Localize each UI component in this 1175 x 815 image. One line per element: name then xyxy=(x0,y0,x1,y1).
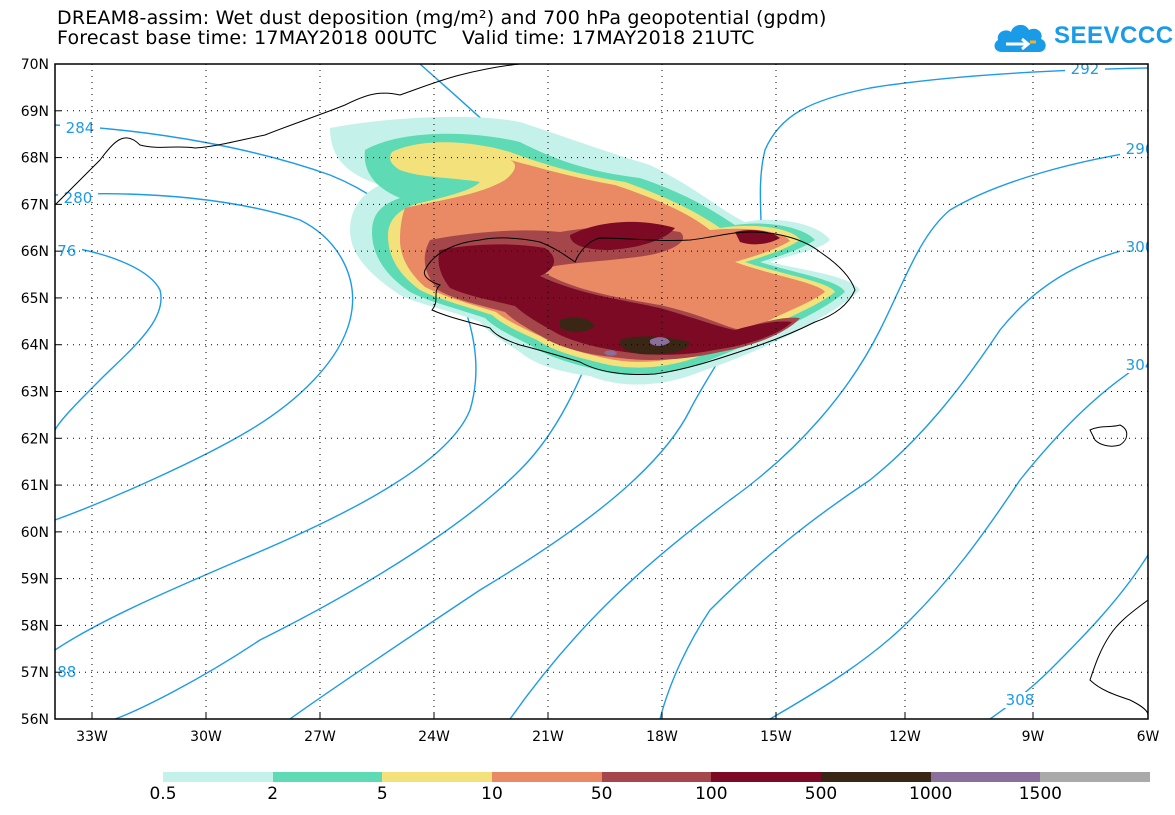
lon-tick-label: 15W xyxy=(760,729,792,745)
contour-label: 308 xyxy=(1006,691,1035,709)
contour-line xyxy=(55,193,354,521)
contour-label: 300 xyxy=(1126,238,1155,256)
lat-tick-label: 67N xyxy=(21,197,49,213)
iceland-coast xyxy=(423,231,856,375)
graticule xyxy=(55,64,1148,719)
longitude-labels: 33W 30W 27W 24W 21W 18W 15W 12W 9W 6W xyxy=(76,713,1160,745)
coastlines xyxy=(55,64,1148,716)
map-title: DREAM8-assim: Wet dust deposition (mg/m²… xyxy=(57,7,827,29)
legend-label: 1000 xyxy=(909,784,953,804)
lon-tick-label: 9W xyxy=(1022,729,1045,745)
lat-tick-label: 69N xyxy=(21,104,49,120)
contour-label-bg xyxy=(1120,141,1148,157)
lat-tick-label: 63N xyxy=(21,385,49,401)
legend-color-box xyxy=(711,772,821,782)
contour-line xyxy=(55,124,477,651)
legend-label: 500 xyxy=(804,784,838,804)
greenland-coast xyxy=(55,64,521,206)
contour-label-bg xyxy=(1065,64,1105,77)
logo-text: SEEVCCC xyxy=(1054,22,1174,49)
legend-label: 100 xyxy=(695,784,728,804)
dust-level-100 xyxy=(438,221,792,355)
lon-tick-label: 21W xyxy=(532,729,564,745)
contour-label-bg xyxy=(55,243,82,259)
lat-tick-label: 56N xyxy=(21,712,49,728)
contour-label: 304 xyxy=(1126,356,1155,374)
legend-label: 10 xyxy=(481,784,503,804)
contour-label-bg xyxy=(58,190,98,206)
contour-label-bg xyxy=(55,664,82,680)
contour-label: 284 xyxy=(66,119,95,137)
contour-label: 292 xyxy=(1071,60,1100,78)
contour-label-bg xyxy=(1120,357,1148,373)
contour-label: 280 xyxy=(64,189,93,207)
lat-tick-label: 65N xyxy=(21,291,49,307)
lat-tick-label: 68N xyxy=(21,151,49,167)
legend-label: 50 xyxy=(590,784,613,804)
lat-tick-label: 60N xyxy=(21,525,49,541)
contour-label-bg xyxy=(1000,692,1040,708)
legend-color-box xyxy=(492,772,602,782)
lat-tick-label: 59N xyxy=(21,572,49,588)
faroe-islands xyxy=(1089,424,1128,447)
legend-label: 2 xyxy=(267,784,279,804)
legend-label: 5 xyxy=(376,784,388,804)
lon-tick-label: 27W xyxy=(304,729,336,745)
contour-label: 276 xyxy=(48,242,77,260)
legend-color-box xyxy=(163,772,273,782)
lat-tick-label: 57N xyxy=(21,665,49,681)
contour-label-bg xyxy=(60,120,100,136)
latitude-labels: 70N 69N 68N 67N 66N 65N 64N 63N 62N 61N 60N 59N 58N 5… xyxy=(21,57,61,728)
color-legend: 0.5 2 5 10 50 100 500 1000 1500 xyxy=(0,760,1175,810)
legend-color-box xyxy=(272,772,383,782)
contour-label: 288 xyxy=(48,663,77,681)
legend-color-box xyxy=(1040,772,1150,782)
legend-color-box xyxy=(382,772,492,782)
contour-line xyxy=(659,244,1148,719)
lat-tick-label: 58N xyxy=(21,618,49,634)
map-subtitle: Forecast base time: 17MAY2018 00UTC Vali… xyxy=(57,27,755,49)
lon-tick-label: 24W xyxy=(418,729,450,745)
contour-line xyxy=(509,149,1148,719)
legend-color-box xyxy=(930,772,1041,782)
lat-tick-label: 61N xyxy=(21,478,49,494)
legend-color-box xyxy=(601,772,712,782)
contour-line xyxy=(769,359,1148,719)
lat-tick-label: 70N xyxy=(21,57,49,73)
legend-color-box xyxy=(821,772,931,782)
cloud-icon xyxy=(994,24,1046,52)
lon-tick-label: 6W xyxy=(1137,729,1160,745)
legend-label: 1500 xyxy=(1018,784,1062,804)
seevccc-logo: SEEVCCC xyxy=(992,18,1173,58)
lat-tick-label: 64N xyxy=(21,338,49,354)
geopotential-contours: 284 280 276 292 296 300 304 308 288 xyxy=(48,60,1155,719)
lat-tick-label: 66N xyxy=(21,244,49,260)
contour-line xyxy=(55,244,162,431)
lon-tick-label: 12W xyxy=(889,729,921,745)
dust-level-1000 xyxy=(604,337,670,356)
lat-tick-label: 62N xyxy=(21,431,49,447)
lon-tick-label: 33W xyxy=(76,729,108,745)
legend-label: 0.5 xyxy=(149,784,177,804)
lon-tick-label: 30W xyxy=(190,729,222,745)
lon-tick-label: 18W xyxy=(646,729,678,745)
scotland-coast xyxy=(1089,599,1148,716)
contour-label: 296 xyxy=(1126,140,1155,158)
